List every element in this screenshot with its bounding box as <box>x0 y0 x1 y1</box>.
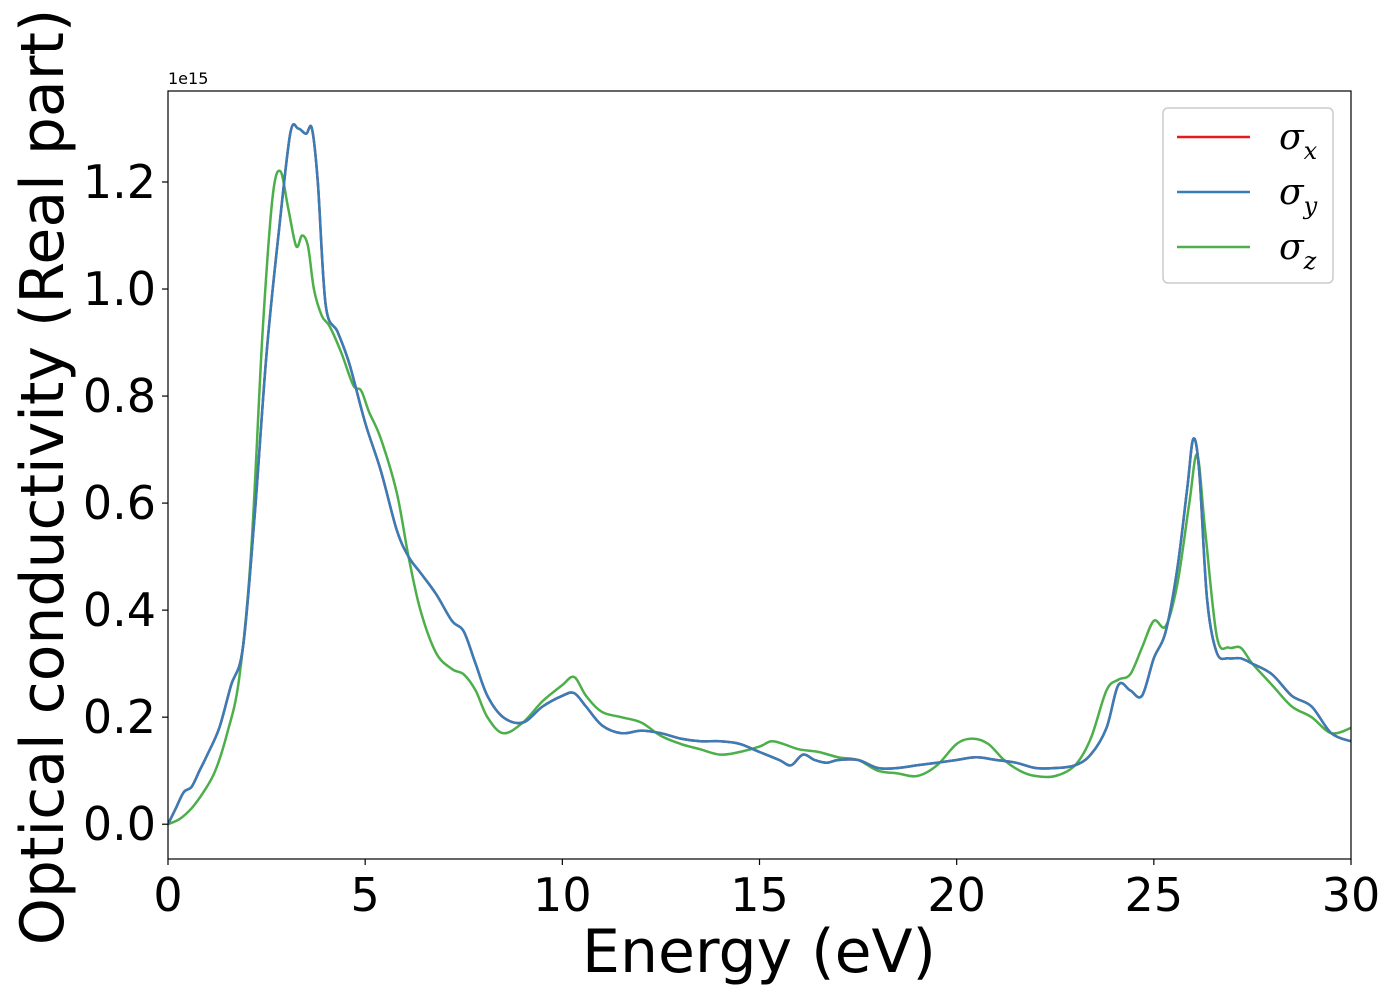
x-tick-label: 30 <box>1322 868 1381 922</box>
y-tick-label: 0.4 <box>83 583 156 637</box>
y-tick-label: 0.0 <box>83 797 156 851</box>
y-tick-label: 1.2 <box>83 155 156 209</box>
x-tick-label: 25 <box>1125 868 1184 922</box>
x-tick-label: 0 <box>153 868 182 922</box>
y-axis-title: Optical conductivity (Real part) <box>8 9 78 946</box>
x-tick-label: 5 <box>351 868 380 922</box>
y-tick-label: 0.8 <box>83 369 156 423</box>
y-offset-label: 1e15 <box>168 69 208 88</box>
x-axis-title: Energy (eV) <box>582 917 936 987</box>
x-tick-label: 15 <box>730 868 789 922</box>
legend-label-z: σz <box>1279 227 1317 275</box>
x-tick-label: 10 <box>533 868 592 922</box>
series-line-y <box>168 123 1351 825</box>
series-layer <box>168 123 1351 826</box>
legend-box <box>1162 107 1334 284</box>
x-axis: 0 5 10 15 20 25 30 <box>153 859 1380 922</box>
series-line-z <box>168 169 1351 826</box>
y-axis: 0.0 0.2 0.4 0.6 0.8 1.0 1.2 <box>83 155 168 851</box>
y-tick-label: 1.0 <box>83 262 156 316</box>
x-tick-label: 20 <box>927 868 986 922</box>
y-tick-label: 0.2 <box>83 690 156 744</box>
y-tick-label: 0.6 <box>83 476 156 530</box>
